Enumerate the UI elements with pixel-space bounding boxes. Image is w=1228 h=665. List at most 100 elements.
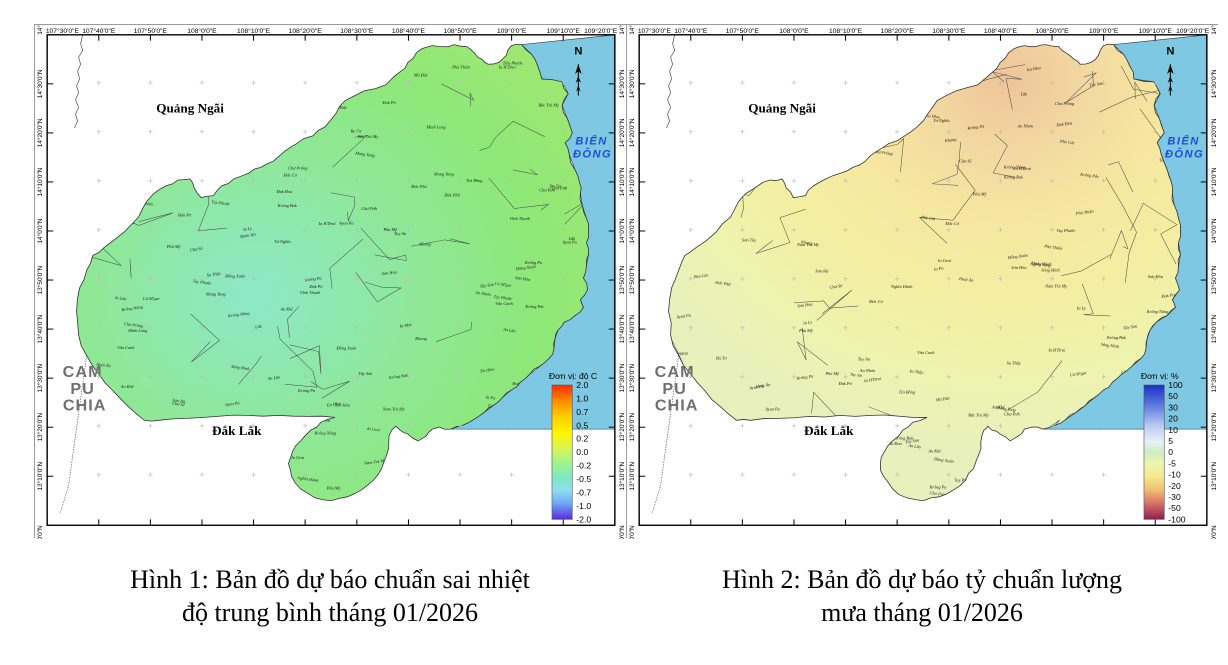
svg-text:5: 5 [1168,436,1173,446]
svg-text:14°20'0"N: 14°20'0"N [618,118,626,147]
svg-text:+: + [509,274,514,284]
svg-text:+: + [406,372,411,382]
svg-text:+: + [946,323,951,333]
svg-text:Đak Pơ: Đak Pơ [382,100,397,105]
svg-text:+: + [561,127,566,137]
svg-text:+: + [406,421,411,431]
svg-text:Ia Ly: Ia Ly [1076,306,1086,311]
svg-text:Đồng Xuân: Đồng Xuân [336,346,357,351]
svg-text:BIỂN: BIỂN [575,135,607,148]
svg-text:14°20'0"N: 14°20'0"N [628,118,636,147]
svg-text:108°50'0"E: 108°50'0"E [1035,27,1069,35]
svg-text:13°20'0"N: 13°20'0"N [1210,413,1218,442]
svg-text:+: + [894,274,899,284]
svg-text:+: + [998,323,1003,333]
svg-text:+: + [199,225,204,235]
svg-text:+: + [561,78,566,88]
svg-text:+: + [509,225,514,235]
svg-text:+: + [1101,274,1106,284]
svg-text:+: + [561,176,566,186]
svg-text:109°10'0"E: 109°10'0"E [1139,27,1173,35]
svg-text:+: + [251,176,256,186]
svg-text:-50: -50 [1168,503,1181,513]
svg-text:-2.0: -2.0 [576,514,591,524]
svg-text:Krông Pa: Krông Pa [297,388,315,393]
svg-text:+: + [894,176,899,186]
svg-text:+: + [96,323,101,333]
svg-text:ĐÔNG: ĐÔNG [573,148,612,161]
svg-text:+: + [843,274,848,284]
svg-text:Krông Pa: Krông Pa [928,485,946,490]
svg-text:+: + [148,421,153,431]
svg-text:0: 0 [1168,447,1173,457]
svg-text:+: + [302,127,307,137]
svg-text:+: + [199,323,204,333]
svg-text:+: + [406,323,411,333]
svg-text:+: + [96,225,101,235]
svg-text:Chư Sê: Chư Sê [959,158,972,163]
svg-text:+: + [1153,176,1158,186]
svg-text:+: + [740,127,745,137]
svg-text:Vân Canh: Vân Canh [917,350,934,355]
svg-text:+: + [1049,78,1054,88]
svg-text:100: 100 [1168,380,1183,390]
svg-text:Sơn Tây: Sơn Tây [742,237,756,242]
svg-text:+: + [96,274,101,284]
svg-text:14°20'0"N: 14°20'0"N [1210,118,1218,147]
svg-text:Vân Canh: Vân Canh [117,345,134,350]
svg-text:Đak Pơ: Đak Pơ [308,284,323,289]
svg-text:Minh Long: Minh Long [426,125,447,130]
svg-text:+: + [791,323,796,333]
svg-text:+: + [199,127,204,137]
svg-text:+: + [148,176,153,186]
svg-text:Nam Trà My: Nam Trà My [382,407,405,412]
svg-text:+: + [843,323,848,333]
svg-text:Lắk: Lắk [1020,92,1028,97]
svg-text:Trà Bồng: Trà Bồng [466,178,483,183]
svg-text:+: + [998,274,1003,284]
svg-text:14°40'0"N: 14°40'0"N [618,25,626,35]
svg-text:+: + [457,274,462,284]
svg-text:+: + [302,176,307,186]
svg-text:+: + [688,323,693,333]
svg-text:+: + [406,225,411,235]
svg-text:Tuy An: Tuy An [394,231,406,236]
svg-text:108°10'0"E: 108°10'0"E [829,27,863,35]
svg-text:13°40'0"N: 13°40'0"N [1210,314,1218,343]
svg-text:+: + [148,225,153,235]
svg-text:14°40'0"N: 14°40'0"N [1210,25,1218,35]
svg-text:108°30'0"E: 108°30'0"E [932,27,966,35]
svg-text:Đak Đoa: Đak Đoa [276,189,293,194]
svg-text:+: + [302,372,307,382]
svg-text:10: 10 [1168,425,1178,435]
svg-text:+: + [1101,372,1106,382]
svg-text:+: + [148,323,153,333]
svg-text:Chư Prông: Chư Prông [1055,101,1075,106]
svg-text:13°30'0"N: 13°30'0"N [618,363,626,392]
svg-text:14°0'0"N: 14°0'0"N [36,218,44,243]
svg-text:-20: -20 [1168,481,1181,491]
svg-text:14°30'0"N: 14°30'0"N [618,69,626,98]
svg-text:+: + [96,421,101,431]
svg-text:+: + [561,274,566,284]
svg-text:+: + [148,274,153,284]
svg-text:+: + [148,78,153,88]
svg-text:+: + [894,421,899,431]
svg-text:Ayun Pa: Ayun Pa [338,220,354,225]
svg-text:+: + [406,78,411,88]
svg-text:0.5: 0.5 [576,420,588,430]
svg-text:Đức Cơ: Đức Cơ [282,172,297,177]
svg-text:Krông Pắc: Krông Pắc [524,304,544,309]
svg-text:107°50'0"E: 107°50'0"E [134,27,168,35]
svg-text:An Nhơn: An Nhơn [859,368,875,373]
svg-text:+: + [406,274,411,284]
svg-text:109°20'0"E: 109°20'0"E [1176,27,1210,35]
svg-text:13°20'0"N: 13°20'0"N [618,413,626,442]
svg-text:+: + [740,372,745,382]
svg-text:+: + [96,470,101,480]
svg-text:13°50'0"N: 13°50'0"N [36,265,44,294]
svg-text:14°10'0"N: 14°10'0"N [36,167,44,196]
svg-text:13°30'0"N: 13°30'0"N [628,363,636,392]
svg-text:Kbang: Kbang [414,336,427,341]
svg-text:+: + [509,127,514,137]
